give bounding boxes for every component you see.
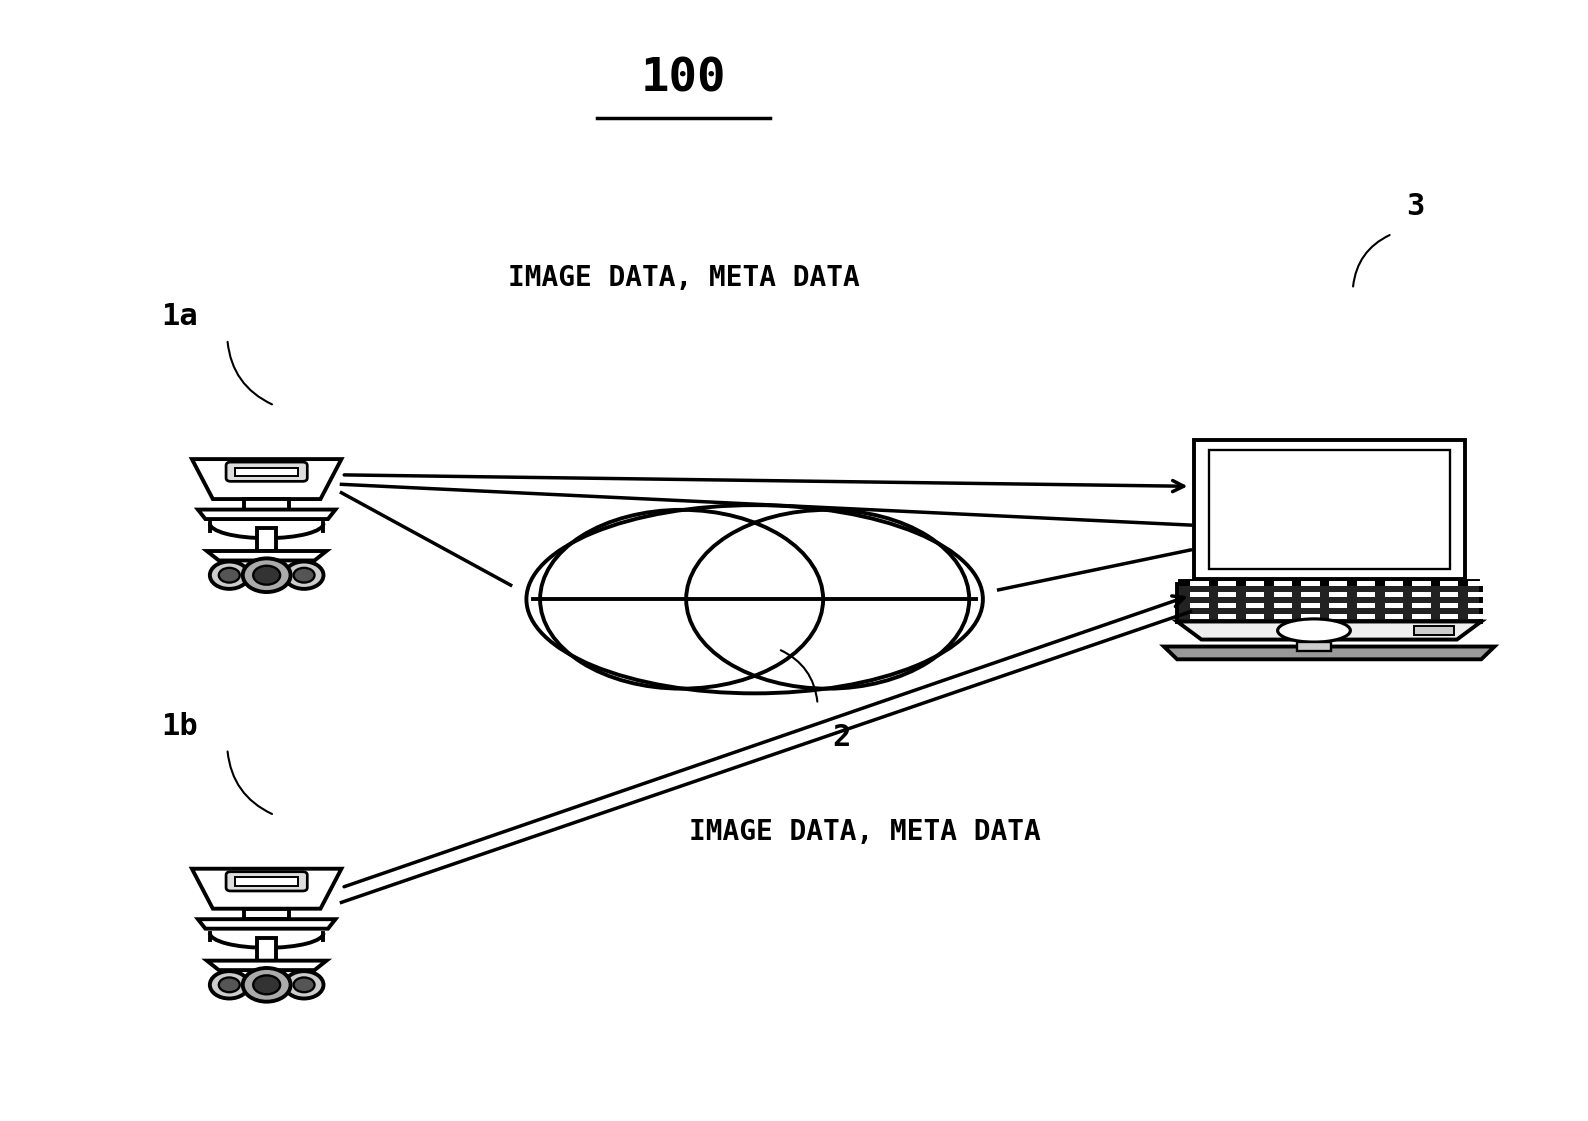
Polygon shape (1177, 584, 1482, 621)
Polygon shape (1358, 603, 1375, 609)
Polygon shape (1218, 581, 1237, 586)
Text: IMAGE DATA, META DATA: IMAGE DATA, META DATA (508, 265, 859, 293)
Polygon shape (1247, 614, 1264, 619)
Circle shape (210, 562, 249, 589)
Polygon shape (1218, 614, 1237, 619)
Polygon shape (1440, 581, 1458, 586)
Polygon shape (206, 961, 327, 970)
Polygon shape (1467, 614, 1486, 619)
Text: 100: 100 (642, 56, 727, 101)
Circle shape (243, 558, 291, 592)
Polygon shape (1385, 603, 1402, 609)
Polygon shape (1177, 621, 1482, 640)
Polygon shape (1247, 603, 1264, 609)
Polygon shape (257, 937, 276, 961)
Polygon shape (1329, 581, 1347, 586)
Polygon shape (1191, 581, 1208, 586)
Polygon shape (1358, 581, 1375, 586)
Circle shape (219, 568, 240, 583)
Circle shape (284, 971, 324, 999)
Polygon shape (1329, 603, 1347, 609)
Polygon shape (1297, 642, 1331, 651)
Polygon shape (1467, 581, 1486, 586)
Polygon shape (206, 552, 327, 560)
Polygon shape (1440, 614, 1458, 619)
Polygon shape (198, 510, 335, 519)
Circle shape (294, 568, 314, 583)
Polygon shape (1274, 614, 1293, 619)
Text: 3: 3 (1407, 192, 1424, 221)
Circle shape (252, 975, 279, 994)
Polygon shape (1302, 592, 1320, 597)
Polygon shape (1415, 626, 1455, 634)
Polygon shape (192, 460, 341, 499)
Text: 1a: 1a (162, 303, 198, 332)
Polygon shape (1440, 603, 1458, 609)
Circle shape (284, 562, 324, 589)
Text: 1b: 1b (162, 712, 198, 741)
Polygon shape (1274, 592, 1293, 597)
Polygon shape (1218, 603, 1237, 609)
Polygon shape (1274, 581, 1293, 586)
Polygon shape (1191, 592, 1208, 597)
Polygon shape (1385, 614, 1402, 619)
Polygon shape (235, 467, 299, 476)
Polygon shape (1302, 614, 1320, 619)
Polygon shape (198, 919, 335, 928)
Polygon shape (1358, 614, 1375, 619)
Polygon shape (1191, 614, 1208, 619)
Polygon shape (1412, 603, 1431, 609)
Ellipse shape (526, 506, 983, 694)
Circle shape (252, 566, 279, 585)
Polygon shape (1218, 592, 1237, 597)
Polygon shape (1329, 592, 1347, 597)
Polygon shape (1329, 614, 1347, 619)
Polygon shape (192, 869, 341, 909)
Text: IMAGE DATA, META DATA: IMAGE DATA, META DATA (689, 817, 1040, 845)
Ellipse shape (1278, 619, 1350, 642)
Polygon shape (245, 499, 289, 510)
Polygon shape (1164, 647, 1494, 659)
Polygon shape (1191, 603, 1208, 609)
Polygon shape (1412, 592, 1431, 597)
Polygon shape (1208, 450, 1450, 568)
FancyBboxPatch shape (225, 462, 308, 481)
Polygon shape (1274, 603, 1293, 609)
Polygon shape (1247, 592, 1264, 597)
Circle shape (210, 971, 249, 999)
Polygon shape (1412, 581, 1431, 586)
Polygon shape (1440, 592, 1458, 597)
Circle shape (243, 969, 291, 1002)
Polygon shape (245, 909, 289, 919)
Polygon shape (1302, 581, 1320, 586)
Circle shape (219, 978, 240, 992)
Polygon shape (257, 528, 276, 552)
Polygon shape (1467, 603, 1486, 609)
Circle shape (294, 978, 314, 992)
Polygon shape (235, 877, 299, 886)
Polygon shape (1412, 614, 1431, 619)
Polygon shape (1385, 592, 1402, 597)
Polygon shape (1385, 581, 1402, 586)
FancyBboxPatch shape (225, 872, 308, 891)
Text: 2: 2 (832, 723, 851, 752)
Polygon shape (1247, 581, 1264, 586)
Polygon shape (1358, 592, 1375, 597)
Polygon shape (1302, 603, 1320, 609)
Polygon shape (1467, 592, 1486, 597)
Polygon shape (1194, 439, 1464, 580)
